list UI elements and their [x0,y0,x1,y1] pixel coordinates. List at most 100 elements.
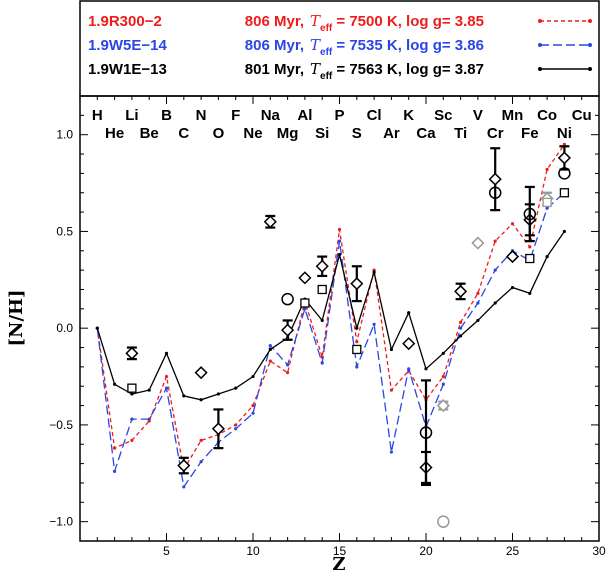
series-point [268,347,272,352]
series-point [459,334,463,338]
series-line [96,144,565,472]
element-label: V [473,107,483,124]
obs-diamond [471,236,485,250]
series-point [493,239,497,243]
element-label: He [105,125,124,142]
series-point [303,307,307,311]
x-axis-label: Z [332,554,345,573]
obs-circle [558,167,571,180]
series-point [510,222,515,226]
element-label: Cl [367,107,382,124]
obs-circle [437,515,450,528]
series-point [182,394,186,398]
element-label: K [403,107,414,124]
element-label: Na [261,107,281,124]
obs-circle [488,186,502,199]
series-point [355,365,359,369]
element-label: C [178,125,189,142]
element-label: Co [537,107,557,124]
element-label: Be [140,125,159,142]
obs-diamond [263,215,277,229]
series-point [355,326,359,330]
element-label: Al [297,107,312,124]
element-label: Mg [277,125,299,142]
series-point [562,229,567,234]
series-point [164,351,169,355]
element-label: Ni [557,125,572,142]
series-point [476,291,480,295]
legend-swatch-point [588,43,592,47]
series-point [545,167,549,172]
y-tick-label: 0.5 [56,224,73,238]
legend-entry: 1.9W1E−13 801 Myr, Teff = 7563 K, log g= 3… [88,60,592,82]
series-point [234,386,238,390]
legend-age: 806 Myr, [245,37,304,54]
series-point [337,227,342,232]
series-point [216,392,220,396]
legend-swatch-point [588,67,592,71]
element-label: Mn [502,107,524,124]
series-point [164,386,169,390]
series-point [407,367,411,371]
obs-diamond [211,422,225,436]
y-tick-label: −0.5 [49,418,73,432]
series-point [164,374,169,379]
legend-swatch-point [538,67,542,71]
obs-square [127,383,137,393]
element-label: Cu [572,107,592,124]
obs-diamond [557,151,571,165]
series-point [147,417,151,421]
series-point [441,382,445,386]
obs-square [559,188,570,198]
series-point [234,423,238,427]
element-label: Si [315,125,329,142]
element-label: Fe [521,125,539,142]
series-point [424,367,428,371]
series-point [199,460,203,464]
y-tick-label: −1.0 [49,515,73,529]
series-point [389,388,393,392]
element-label: Ne [243,125,262,142]
obs-circle [523,207,537,221]
legend-swatch-point [538,19,542,23]
element-label: B [161,107,172,124]
series-point [130,417,134,421]
obs-square [542,197,552,208]
series-point [251,411,255,415]
series-point [389,450,393,454]
element-label: Cr [487,125,504,142]
element-label: Ar [383,125,400,142]
y-tick-label: 0.0 [56,321,73,335]
legend-name: 1.9R300−2 [88,13,162,30]
element-label: Sc [434,107,452,124]
series-point [545,254,549,259]
series-point [286,363,290,367]
series-point [493,301,497,305]
series-point [182,485,186,489]
series-point [251,374,255,379]
x-tick-label: 30 [592,544,606,558]
plot-frame [79,95,600,542]
obs-diamond [125,346,139,360]
obs-diamond [402,337,416,351]
series-point [528,291,532,295]
obs-diamond [488,172,502,186]
legend-entry: 1.9W5E−14 806 Myr, Teff = 7535 K, log g= 3… [88,36,592,58]
series-point [95,326,99,330]
series-point [337,253,342,257]
y-tick-label: 1.0 [56,128,73,142]
series-point [355,340,359,344]
element-label: F [231,107,240,124]
element-label: H [92,107,103,124]
legend-teff: Teff = 7563 K, log g= 3.87 [310,60,484,82]
series-point [476,318,480,323]
element-label: Li [125,107,138,124]
legend-name: 1.9W5E−14 [88,37,167,54]
series-point [372,322,376,326]
x-tick-label: 20 [419,544,433,558]
legend-age: 806 Myr, [245,13,304,30]
x-tick-label: 25 [506,544,520,558]
series-point [286,371,290,375]
element-label: S [352,125,362,142]
series-point [268,359,272,363]
